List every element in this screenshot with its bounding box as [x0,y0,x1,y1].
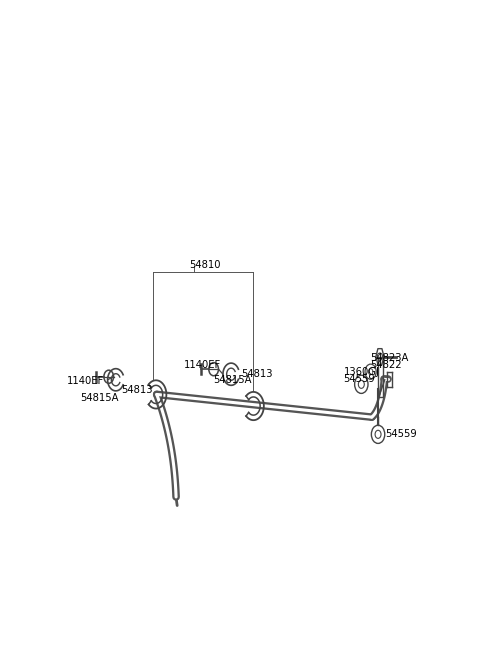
Text: 54813: 54813 [241,369,273,379]
Text: 54815A: 54815A [81,393,119,403]
Text: 54823A: 54823A [371,352,409,363]
Text: 54815A: 54815A [214,375,252,385]
Text: 1360GJ: 1360GJ [344,367,379,377]
Text: 1140EF: 1140EF [184,359,221,369]
Text: 1140EF: 1140EF [67,377,104,386]
Text: 54559: 54559 [385,429,417,439]
Text: 54813: 54813 [121,386,153,396]
Text: 54810: 54810 [190,260,221,270]
Text: 54822: 54822 [371,359,402,369]
Text: 54559: 54559 [344,374,375,384]
